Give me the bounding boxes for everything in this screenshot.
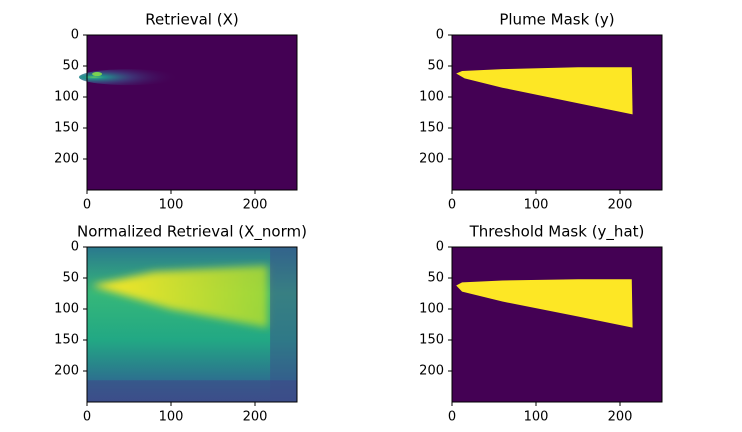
axes-frame: [86, 34, 298, 191]
axes-frame: [451, 246, 663, 403]
y-tick-label: 0: [71, 240, 79, 255]
bright-wedge: [91, 265, 268, 328]
axes-frame: [86, 246, 298, 403]
image-background: [87, 35, 297, 190]
y-tick-label: 50: [62, 59, 79, 74]
y-tick-label: 150: [54, 333, 79, 348]
y-tick-label: 200: [419, 364, 444, 379]
y-tick-label: 150: [54, 121, 79, 136]
subplot: Threshold Mask (y_hat) 0 100 200 0 50 100 150 20…: [419, 223, 663, 425]
y-tick-label: 150: [419, 333, 444, 348]
bottom-band: [87, 380, 297, 402]
y-tick-label: 100: [419, 302, 444, 317]
plume-source: [92, 72, 103, 77]
y-tick-label: 50: [427, 271, 444, 286]
x-tick-label: 100: [159, 410, 184, 425]
x-tick-label: 100: [524, 198, 549, 213]
subplot: Plume Mask (y) 0 100 200 0 50 100 150 200: [419, 11, 663, 213]
subplot-title: Retrieval (X): [145, 11, 238, 29]
x-tick-label: 200: [608, 198, 633, 213]
y-tick-label: 50: [62, 271, 79, 286]
x-tick-label: 200: [243, 410, 268, 425]
y-tick-label: 0: [436, 240, 444, 255]
y-tick-label: 100: [54, 90, 79, 105]
y-tick-label: 200: [54, 364, 79, 379]
y-tick-label: 50: [427, 59, 444, 74]
plume-glow: [79, 69, 179, 86]
x-tick-label: 0: [83, 410, 91, 425]
subplot: Normalized Retrieval (X_norm)0 100 2000501…: [54, 223, 307, 425]
x-tick-label: 100: [159, 198, 184, 213]
edge-band: [270, 247, 297, 402]
x-tick-label: 0: [448, 198, 456, 213]
y-tick-label: 0: [436, 28, 444, 43]
x-tick-label: 0: [83, 198, 91, 213]
mask-region: [456, 67, 633, 115]
subplot: Retrieval (X) 0 100 200 0 50 100 150 200: [54, 11, 298, 213]
subplot-title: Normalized Retrieval (X_norm): [77, 223, 307, 242]
y-tick-label: 0: [71, 28, 79, 43]
y-tick-label: 200: [54, 152, 79, 167]
y-tick-label: 150: [419, 121, 444, 136]
x-tick-label: 100: [524, 410, 549, 425]
x-tick-label: 0: [448, 410, 456, 425]
axes-frame: [451, 34, 663, 191]
y-tick-label: 200: [419, 152, 444, 167]
subplot-title: Threshold Mask (y_hat): [469, 223, 645, 242]
x-tick-label: 200: [243, 198, 268, 213]
y-tick-label: 100: [54, 302, 79, 317]
mask-region: [456, 279, 633, 328]
x-tick-label: 200: [608, 410, 633, 425]
y-tick-label: 100: [419, 90, 444, 105]
subplot-title: Plume Mask (y): [499, 11, 614, 29]
